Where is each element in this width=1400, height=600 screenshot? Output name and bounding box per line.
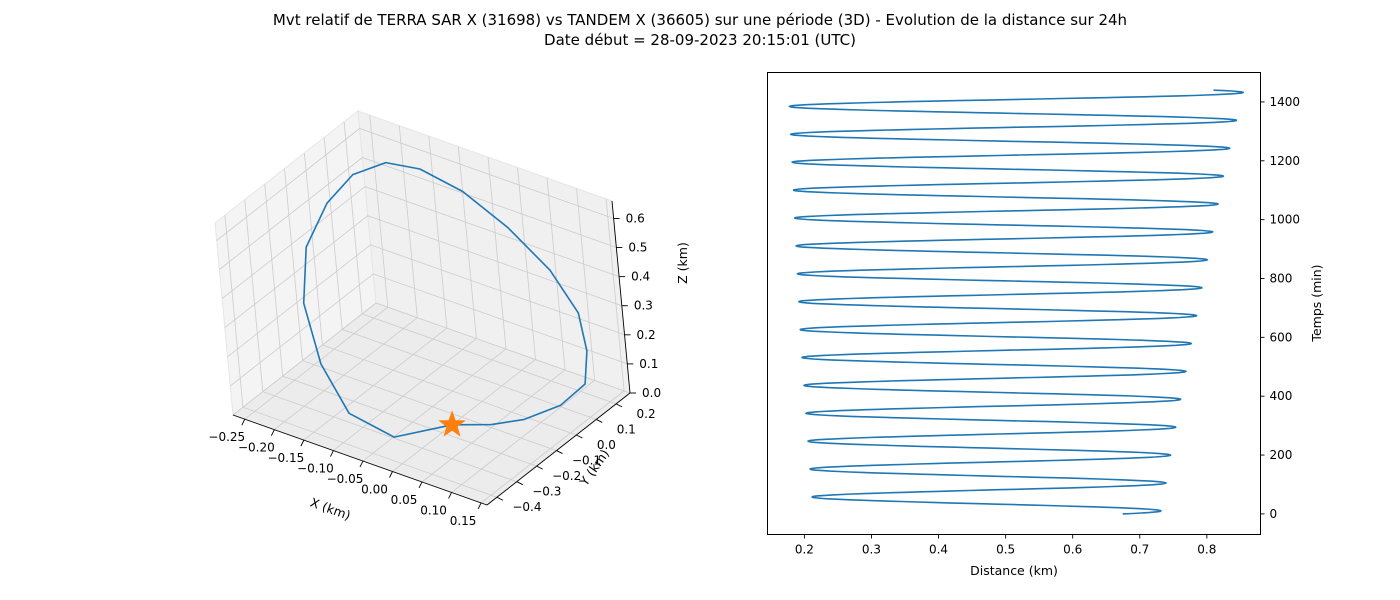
y-tick-label: 0.2	[637, 407, 656, 421]
y-tick-label: −0.4	[512, 500, 541, 514]
y-tick-mark	[516, 481, 523, 486]
x-tick-label: 0.15	[450, 514, 477, 528]
y-tick-label: 600	[1270, 330, 1293, 344]
distance-line	[788, 89, 1244, 515]
z-axis-label-3d: Z (km)	[675, 242, 690, 284]
y-axis-line	[486, 392, 631, 506]
x-axis-line	[232, 414, 488, 506]
z-gridline	[224, 215, 622, 329]
x-tick-label: 0.4	[929, 543, 948, 557]
x-tick-label: 0.5	[996, 543, 1015, 557]
y-tick-label: 0	[1270, 507, 1278, 521]
3d-gridlines	[216, 115, 631, 504]
z-tick-label: 0.1	[639, 357, 658, 371]
z-tick-label: 0.4	[631, 270, 650, 284]
x-tick-label: −0.20	[238, 441, 275, 455]
z-gridline	[227, 244, 625, 358]
y-tick-label: 0.0	[597, 438, 616, 452]
3d-tick-labels: −0.25−0.20−0.15−0.10−0.050.000.050.100.1…	[208, 211, 661, 527]
x-tick-mark	[389, 471, 393, 478]
x-tick-label: −0.15	[267, 451, 304, 465]
x-tick-mark	[300, 439, 305, 447]
plot-3d-relative-motion: −0.25−0.20−0.15−0.10−0.050.000.050.100.1…	[208, 110, 690, 528]
x-tick-mark	[418, 481, 423, 489]
x-tick-mark	[448, 492, 452, 499]
x-tick-label: −0.10	[297, 462, 334, 476]
trajectory-3d-line	[302, 161, 588, 438]
x-tick-label: 0.7	[1130, 543, 1149, 557]
y-tick-mark	[496, 496, 504, 501]
x-tick-mark	[270, 429, 275, 436]
y-tick-label: 800	[1270, 271, 1293, 285]
z-tick-label: 0.2	[637, 328, 656, 342]
y-tick-label: −0.1	[572, 454, 601, 468]
y-tick-label: 1000	[1270, 213, 1301, 227]
3d-axes	[232, 200, 636, 510]
3d-series	[302, 161, 588, 438]
x-tick-label: 0.6	[1063, 543, 1082, 557]
distance-series	[788, 89, 1244, 515]
x-tick-mark	[330, 450, 334, 457]
x-tick-mark	[477, 502, 482, 510]
x-axis-label-3d: X (km)	[308, 495, 352, 523]
y-tick-mark	[536, 465, 543, 470]
z-gridline	[221, 186, 620, 299]
x-tick-label: −0.25	[208, 430, 245, 444]
y-tick-mark	[596, 419, 603, 423]
z-tick-label: 0.5	[628, 241, 647, 255]
y-axis-label-2d: Temps (min)	[1309, 264, 1324, 342]
z-tick-label: 0.6	[626, 211, 645, 225]
z-axis-line	[611, 200, 631, 394]
x-tick-label: 0.8	[1197, 543, 1216, 557]
z-tick-label: 0.0	[642, 386, 661, 400]
start-star-marker	[438, 410, 466, 437]
y-tick-label: −0.2	[552, 469, 581, 483]
y-tick-mark	[576, 434, 583, 439]
x-tick-label: 0.2	[795, 543, 814, 557]
y-tick-label: 1200	[1270, 154, 1301, 168]
y-tick-mark	[615, 403, 623, 408]
plot-distance-vs-time: 0.2 0.3 0.4 0.5 0.6 0.7 0.8 0 200 400 600 800 1000 1…	[767, 72, 1324, 578]
x-tick-mark	[359, 460, 364, 468]
y-tick-label: 0.1	[617, 422, 636, 436]
z-gridline	[230, 273, 628, 387]
z-gridline	[216, 128, 614, 241]
x-tick-mark	[241, 418, 246, 426]
plot-frame	[767, 72, 1261, 535]
z-tick-label: 0.3	[634, 299, 653, 313]
z-gridline	[219, 157, 617, 270]
z-gridline	[232, 302, 631, 416]
x-tick-label: 0.00	[361, 483, 388, 497]
x-tick-label: −0.05	[327, 472, 364, 486]
y-ticks-2d: 0 200 400 600 800 1000 1200 1400	[1260, 95, 1301, 521]
y-tick-label: −0.3	[532, 485, 561, 499]
x-axis-label-2d: Distance (km)	[970, 563, 1058, 578]
y-tick-label: 400	[1270, 389, 1293, 403]
y-tick-mark	[556, 450, 563, 454]
x-tick-label: 0.10	[420, 503, 447, 517]
figure-subtitle: Date début = 28-09-2023 20:15:01 (UTC)	[544, 31, 856, 49]
x-tick-label: 0.05	[391, 493, 418, 507]
x-ticks-2d: 0.2 0.3 0.4 0.5 0.6 0.7 0.8	[795, 534, 1216, 557]
y-tick-label: 200	[1270, 448, 1293, 462]
x-tick-label: 0.3	[862, 543, 881, 557]
y-tick-label: 1400	[1270, 95, 1301, 109]
figure-title: Mvt relatif de TERRA SAR X (31698) vs TA…	[273, 11, 1127, 29]
